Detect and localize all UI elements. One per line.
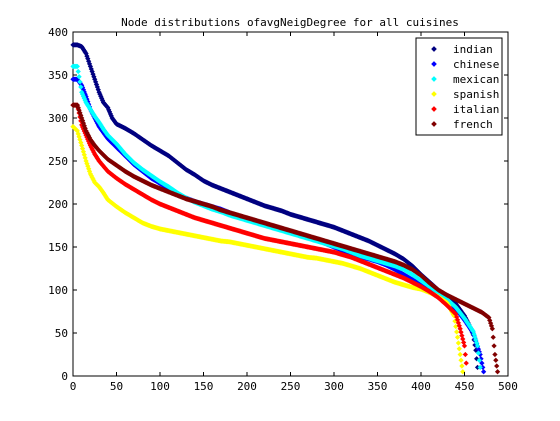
data-point [494, 369, 501, 375]
y-tick-label: 350 [48, 69, 68, 82]
legend-label: chinese [453, 58, 499, 71]
data-point [456, 346, 462, 352]
data-point [479, 360, 485, 366]
data-point [462, 351, 468, 358]
legend-marker [431, 121, 437, 127]
y-axis: 0 50 100 150 200 250 300 350 400 [48, 26, 508, 383]
legend-marker [431, 76, 437, 82]
series-spanish [70, 123, 466, 375]
y-tick-label: 200 [48, 198, 68, 211]
data-point [492, 351, 498, 358]
x-tick-label: 500 [498, 380, 518, 393]
data-point [463, 360, 469, 366]
legend-label: mexican [453, 73, 499, 86]
data-point [459, 363, 465, 369]
y-tick-label: 150 [48, 241, 68, 254]
data-point [458, 357, 464, 363]
x-tick-label: 400 [411, 380, 431, 393]
data-point [74, 63, 80, 70]
data-point [455, 340, 462, 346]
y-tick-label: 0 [61, 370, 68, 383]
legend: indian chinese mexican spanish italian french [415, 37, 503, 136]
data-point [474, 343, 481, 349]
data-point [489, 326, 495, 332]
x-tick-label: 150 [194, 380, 214, 393]
plot-area [70, 31, 509, 377]
legend-label: indian [453, 43, 493, 56]
y-tick-label: 400 [48, 26, 68, 39]
x-tick-label: 250 [281, 380, 301, 393]
x-tick-label: 200 [237, 380, 257, 393]
y-tick-label: 100 [48, 284, 68, 297]
data-point [494, 363, 500, 369]
data-point [454, 334, 461, 340]
data-point [457, 351, 463, 358]
legend-marker [431, 61, 437, 67]
x-tick-label: 0 [70, 380, 77, 393]
x-tick-label: 50 [110, 380, 123, 393]
data-point [491, 343, 497, 349]
data-point [454, 329, 460, 335]
legend-marker [431, 46, 437, 52]
series-italian [70, 102, 469, 366]
data-point [475, 350, 482, 356]
y-tick-label: 300 [48, 112, 68, 125]
legend-marker [431, 91, 437, 97]
legend-marker [431, 106, 437, 112]
x-tick-label: 300 [324, 380, 344, 393]
data-point [77, 79, 83, 85]
data-point [78, 84, 84, 90]
data-point [461, 343, 468, 349]
chart-title: Node distributions ofavgNeigDegree for a… [121, 16, 459, 29]
legend-label: italian [453, 103, 499, 116]
legend-label: spanish [453, 88, 499, 101]
data-point [75, 68, 81, 75]
x-axis: 0 50 100 150 200 250 300 350 400 450 500 [70, 32, 518, 393]
data-point [490, 334, 496, 340]
data-point [453, 323, 459, 330]
data-point [460, 369, 466, 375]
legend-box [415, 37, 503, 136]
y-tick-label: 250 [48, 155, 68, 168]
y-tick-label: 50 [55, 327, 68, 340]
data-point [493, 357, 499, 363]
x-tick-label: 350 [368, 380, 388, 393]
x-tick-label: 100 [150, 380, 170, 393]
series-indian [70, 42, 481, 371]
data-point [76, 74, 82, 80]
data-point [476, 357, 482, 363]
data-point [481, 369, 487, 375]
legend-label: french [453, 118, 493, 131]
data-point [477, 364, 483, 371]
x-tick-label: 450 [455, 380, 475, 393]
series-french [70, 102, 501, 375]
